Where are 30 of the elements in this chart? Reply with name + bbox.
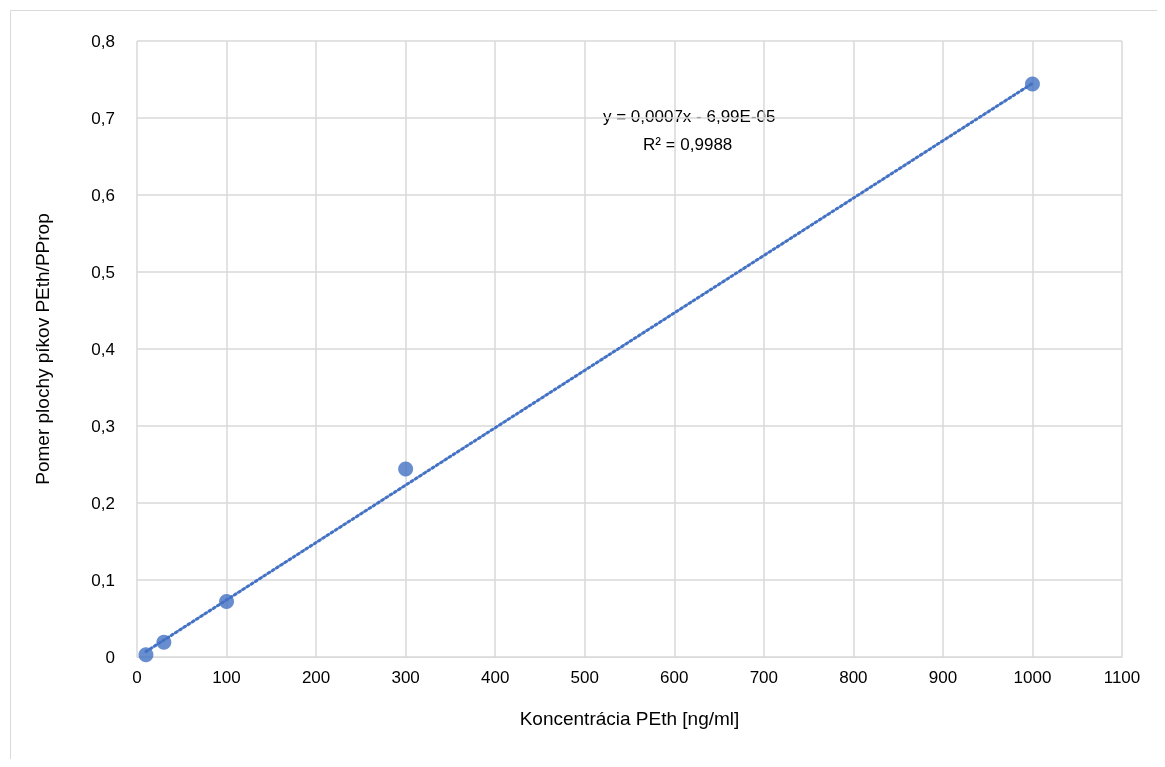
y-tick-label: 0,3 <box>91 416 115 436</box>
x-tick-label: 900 <box>928 668 958 687</box>
y-axis-title: Pomer plochy píkov PEth/PProp <box>32 213 53 485</box>
annotation: R² = 0,9988 <box>643 135 733 154</box>
y-tick-label: 0,1 <box>91 570 115 590</box>
x-tick-label: 400 <box>480 668 510 687</box>
x-tick-label: 0 <box>132 668 142 687</box>
y-tick-label: 0,8 <box>91 31 115 51</box>
x-tick-label: 1000 <box>1013 668 1052 687</box>
point <box>398 461 414 477</box>
x-tick-label: 700 <box>749 668 779 687</box>
x-tick-label: 100 <box>212 668 241 687</box>
y-tick-label: 0 <box>105 647 115 667</box>
x-tick-label: 200 <box>301 668 331 687</box>
point <box>156 634 172 650</box>
x-tick-label: 600 <box>660 668 689 687</box>
x-tick-label: 500 <box>570 668 599 687</box>
y-tick-label: 0,6 <box>91 185 115 205</box>
y-tick-label: 0,2 <box>91 493 115 513</box>
point <box>1024 76 1040 92</box>
annotation: y = 0,0007x - 6,99E-05 <box>603 107 776 126</box>
point <box>138 647 154 663</box>
y-tick-label: 0,7 <box>91 108 115 128</box>
y-tick-label: 0,4 <box>91 339 115 359</box>
x-tick-label: 1100 <box>1103 668 1141 687</box>
x-tick-label: 300 <box>391 668 420 687</box>
point <box>219 594 235 610</box>
x-axis-title: Koncentrácia PEth [ng/ml] <box>519 708 740 729</box>
x-tick-label: 800 <box>839 668 868 687</box>
y-tick-label: 0,5 <box>91 262 115 282</box>
